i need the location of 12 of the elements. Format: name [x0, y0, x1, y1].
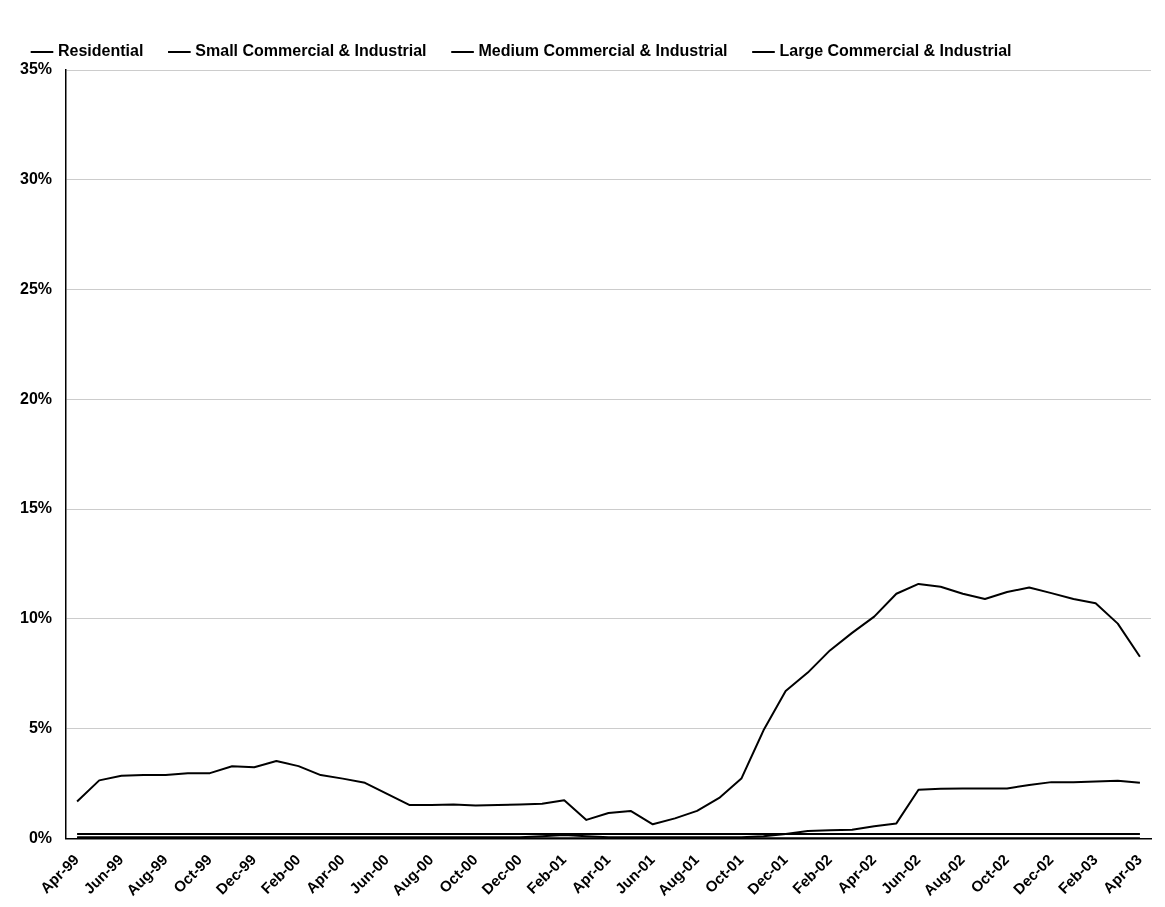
- y-tick-label: 25%: [19, 279, 53, 297]
- y-tick-label: 10%: [19, 609, 53, 627]
- legend-label: Large Commercial & Industrial: [779, 42, 1012, 60]
- y-tick-label: 20%: [19, 389, 53, 407]
- legend-label: Medium Commercial & Industrial: [478, 42, 728, 60]
- legend-label: Small Commercial & Industrial: [195, 42, 427, 60]
- y-tick-label: 5%: [28, 718, 53, 736]
- y-tick-label: 15%: [19, 499, 53, 517]
- y-tick-label: 30%: [19, 170, 53, 188]
- y-tick-label: 35%: [19, 60, 53, 78]
- y-tick-label: 0%: [28, 828, 53, 846]
- legend-label: Residential: [58, 42, 144, 60]
